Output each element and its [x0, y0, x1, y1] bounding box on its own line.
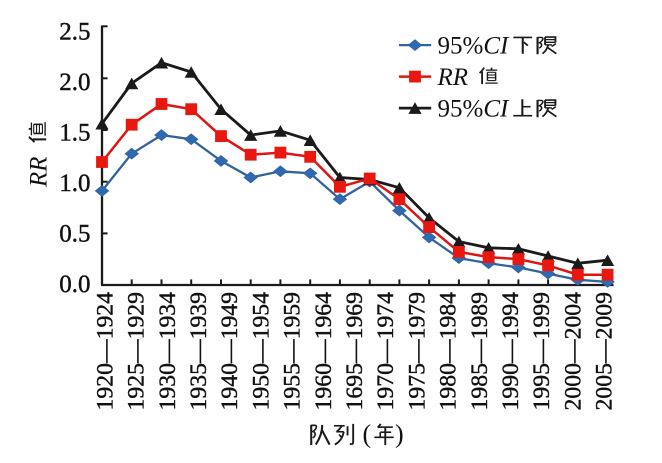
svg-text:1.0: 1.0 — [59, 170, 90, 197]
svg-text:RR: RR — [437, 64, 469, 91]
svg-text:2005—2009: 2005—2009 — [592, 292, 618, 410]
svg-text:0.5: 0.5 — [59, 221, 90, 248]
svg-text:1955—1959: 1955—1959 — [280, 292, 306, 410]
svg-text:1940—1949: 1940—1949 — [217, 292, 243, 410]
svg-text:1950—1954: 1950—1954 — [248, 292, 274, 411]
svg-text:2.5: 2.5 — [59, 19, 90, 46]
svg-text:1970—1974: 1970—1974 — [373, 292, 399, 411]
svg-text:1930—1934: 1930—1934 — [155, 292, 181, 411]
svg-text:1925—1929: 1925—1929 — [124, 292, 150, 410]
svg-text:1995—1999: 1995—1999 — [529, 292, 555, 410]
svg-text:): ) — [395, 420, 404, 449]
svg-text:1985—1989: 1985—1989 — [467, 292, 493, 410]
svg-text:1920—1924: 1920—1924 — [92, 292, 118, 411]
svg-text:1695—1969: 1695—1969 — [342, 292, 368, 410]
svg-text:1.5: 1.5 — [59, 120, 90, 147]
svg-text:2000—2004: 2000—2004 — [560, 292, 586, 411]
svg-text:95%CI: 95%CI — [438, 32, 511, 59]
svg-text:1990—1994: 1990—1994 — [498, 292, 524, 411]
svg-text:2.0: 2.0 — [59, 69, 90, 96]
svg-text:1980—1984: 1980—1984 — [436, 292, 462, 411]
svg-text:1975—1979: 1975—1979 — [404, 292, 430, 410]
svg-text:1960—1964: 1960—1964 — [311, 292, 337, 411]
svg-text:0.0: 0.0 — [59, 271, 90, 298]
svg-text:RR: RR — [26, 156, 53, 188]
svg-text:95%CI: 95%CI — [438, 95, 511, 122]
svg-text:1935—1939: 1935—1939 — [186, 292, 212, 410]
svg-text:(: ( — [363, 420, 372, 449]
